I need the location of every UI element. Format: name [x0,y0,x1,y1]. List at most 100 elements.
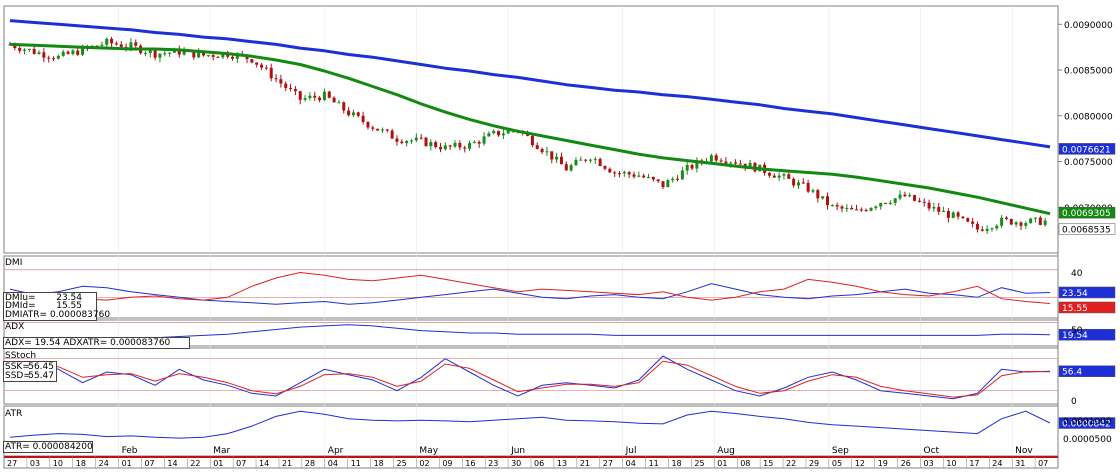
candle-body [642,175,646,178]
candle-body [347,110,351,116]
candle-body [492,130,496,134]
candle-body [463,147,467,149]
candle-body [129,42,133,48]
candle-body [714,155,718,161]
x-axis-day-label: 24 [99,459,109,468]
ssd-value: 55.47 [28,371,54,381]
x-axis-day-label: 18 [374,459,384,468]
candle-body [690,165,694,169]
candle-body [845,207,849,209]
candle-body [235,53,239,59]
candle-body [956,212,960,217]
candle-body [177,48,181,55]
candle-body [405,141,409,144]
price-axis-label: 0.0075000 [1064,158,1113,168]
candle-body [163,53,167,55]
candle-body [980,229,984,231]
candle-body [472,141,476,144]
candle-body [342,102,346,111]
dmi-minus-line [9,271,1051,304]
candle-body [569,165,573,171]
candle-body [884,203,888,205]
candle-body [52,58,56,60]
x-axis-day-label: 27 [603,459,613,468]
candle-body [361,115,365,122]
candle-body [942,211,946,213]
candle-body [419,137,423,139]
dmi-tag-minus-text: 15.55 [1062,304,1088,314]
candle-body [990,228,994,230]
candle-body [574,160,578,166]
price-tag-long-text: 0.0076621 [1062,145,1111,155]
x-axis-day-label: 03 [30,459,40,468]
x-axis-day-label: 22 [786,459,796,468]
candle-body [105,38,109,45]
candle-body [767,172,771,176]
candle-body [143,52,147,54]
candle-body [76,50,80,55]
x-axis-month-label: Oct [924,446,940,456]
price-axis-label: 0.0085000 [1064,67,1113,77]
candle-body [482,136,486,144]
x-axis-day-label: 03 [924,459,934,468]
candle-body [1038,217,1042,225]
candle-body [279,79,283,84]
stoch-readout-box: SSK= 56.45 SSD= 55.47 [3,361,57,382]
candle-body [274,78,278,80]
candle-body [850,207,854,210]
candle-body [1009,218,1013,225]
candle-body [81,46,85,55]
candle-body [468,143,472,149]
x-axis-day-label: 04 [328,459,338,468]
candle-body [937,207,941,212]
candle-body [414,137,418,141]
dmi-minus-label: DMId= [5,301,36,311]
dmi-tag-plus: 23.54 [1058,286,1116,299]
candle-body [603,165,607,169]
candle-body [289,87,293,89]
dmi-axis-tick: 40 [1071,269,1083,279]
candle-body [47,57,51,59]
candle-body [395,138,399,142]
candle-body [453,142,457,147]
atr-axis-tick-top: 0.0001000 [1063,417,1112,427]
candle-body [32,48,36,54]
candle-body [796,182,800,186]
candle-body [709,155,713,162]
candle-body [42,52,46,58]
candle-body [627,172,631,175]
candle-body [332,97,336,103]
candle-body [443,145,447,150]
x-axis-day-label: 25 [694,459,704,468]
x-axis-day-label: 01 [717,459,727,468]
candle-body [806,182,810,192]
candle-body [458,142,462,148]
candle-body [477,141,481,144]
sma-long-line [9,19,1051,149]
candle-body [777,175,781,178]
candle-body [951,212,955,218]
x-axis-day-label: 24 [992,459,1002,468]
dmi-tag-minus: 15.55 [1058,301,1116,314]
candle-body [376,128,380,131]
candle-body [284,83,288,88]
x-axis-day-label: 07 [144,459,154,468]
candle-body [864,210,868,212]
candle-body [724,161,728,164]
x-axis-day-label: 30 [511,459,521,468]
x-axis-day-label: 11 [351,459,361,468]
x-axis-day-label: 02 [419,459,429,468]
adx-tag-bg [1058,328,1116,341]
x-axis-day-label: 18 [671,459,681,468]
candle-body [1029,218,1033,224]
candle-body [1033,217,1037,219]
x-axis-month-label: Apr [328,446,344,456]
x-axis-month-label: Feb [122,446,138,456]
x-axis-day-label: 16 [465,459,475,468]
x-axis-month-label: Sep [832,446,849,456]
candle-body [201,51,205,56]
x-axis-day-label: 22 [190,459,200,468]
candle-body [148,50,152,53]
candle-body [260,64,264,68]
adx-tag-text: 19.54 [1062,331,1088,341]
